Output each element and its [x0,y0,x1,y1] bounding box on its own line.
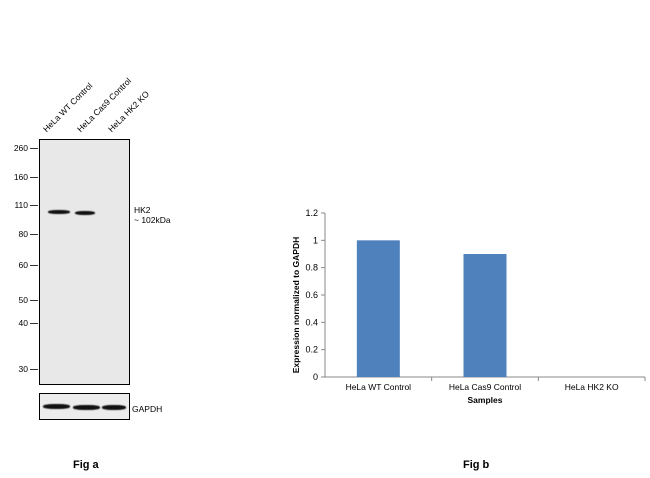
x-tick-label: HeLa HK2 KO [565,382,619,392]
x-tick-label: HeLa WT Control [346,382,412,392]
y-tick-label: 0.2 [305,345,318,355]
mw-marker-110: 110 [14,200,28,210]
mw-tick [30,300,38,301]
mw-tick [30,369,38,370]
mw-marker-60: 60 [18,260,28,270]
figure-b-caption: Fig b [463,459,490,471]
loading-control-label: GAPDH [132,404,163,414]
blot-gapdh-membrane [39,393,130,420]
y-axis-title: Expression normalized to GAPDH [291,237,301,374]
gapdh-band-cas9 [73,405,100,410]
bar [356,240,400,377]
x-tick-label: HeLa Cas9 Control [449,382,521,392]
target-size-label: ~ 102kDa [134,215,171,225]
mw-tick [30,205,38,206]
y-tick-label: 0.4 [305,317,318,327]
blot-main-membrane [39,139,130,385]
x-axis-title: Samples [468,395,503,405]
y-tick-label: 0.6 [305,290,318,300]
y-tick-label: 0.8 [305,263,318,273]
mw-marker-160: 160 [13,172,28,182]
mw-tick [30,234,38,235]
target-label: HK2 [134,205,151,215]
hk2-band-wt [48,210,70,214]
y-tick-label: 0 [313,372,318,382]
mw-tick [30,323,38,324]
mw-marker-80: 80 [18,229,28,239]
y-tick-label: 1.2 [305,208,318,218]
mw-marker-40: 40 [18,318,28,328]
gapdh-band-ko [102,405,126,410]
mw-marker-260: 260 [13,143,28,153]
figure-a-caption: Fig a [73,459,99,471]
y-tick-label: 1 [313,235,318,245]
mw-marker-30: 30 [18,364,28,374]
hk2-band-cas9 [75,211,95,215]
gapdh-band-wt [43,404,70,409]
bar [463,254,507,377]
mw-tick [30,177,38,178]
mw-marker-50: 50 [18,295,28,305]
mw-tick [30,148,38,149]
mw-tick [30,265,38,266]
